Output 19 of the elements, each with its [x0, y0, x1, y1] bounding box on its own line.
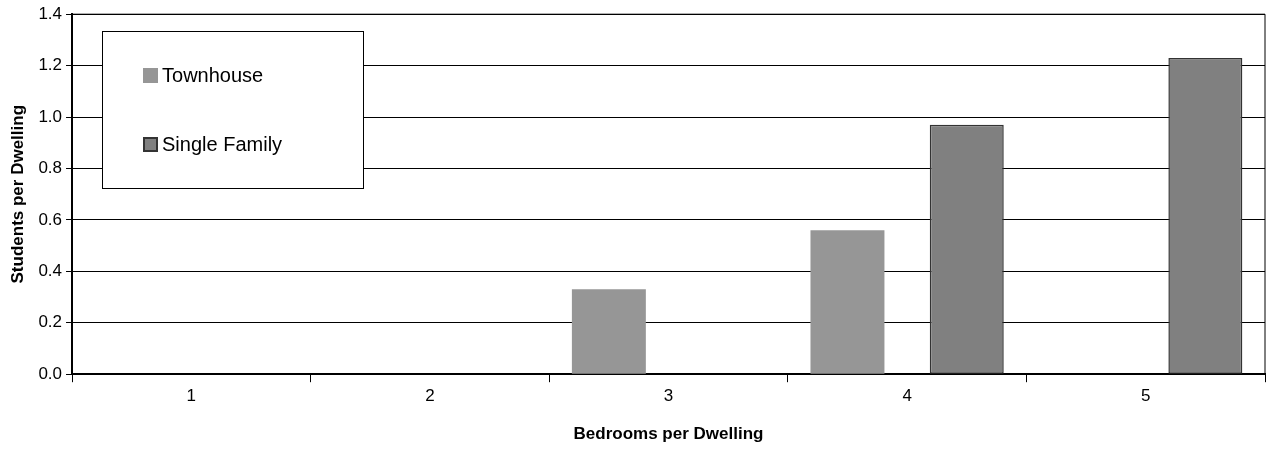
bar — [571, 289, 646, 374]
y-tick-label: 0.6 — [38, 209, 63, 229]
y-tick-label: 0.8 — [38, 158, 63, 178]
x-tick-label: 5 — [1140, 386, 1151, 406]
x-tick-label: 3 — [663, 386, 674, 406]
y-tick-label: 0.4 — [38, 261, 63, 281]
y-tick-label: 0.0 — [38, 363, 63, 383]
legend-label: Single Family — [162, 133, 283, 157]
y-tick-label: 1.2 — [38, 55, 63, 75]
x-tick-label: 4 — [902, 386, 912, 406]
y-tick-label: 1.0 — [38, 106, 63, 126]
legend-label: Townhouse — [162, 64, 264, 88]
x-axis-title: Bedrooms per Dwelling — [573, 424, 764, 444]
x-tick-label: 2 — [425, 386, 435, 406]
y-tick-label: 0.2 — [38, 312, 63, 332]
y-tick-label: 1.4 — [38, 3, 63, 23]
bar — [810, 230, 885, 374]
y-axis-title: Students per Dwelling — [7, 104, 27, 284]
x-tick-label: 1 — [186, 386, 197, 406]
